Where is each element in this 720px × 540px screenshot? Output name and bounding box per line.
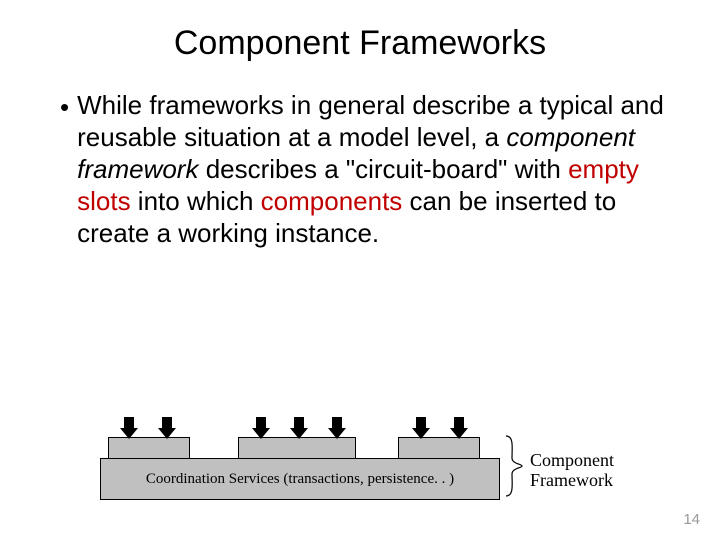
cf-label-line2: Framework [530,470,613,490]
socket-2 [238,437,356,459]
circuit-board-diagram: Coordination Services (transactions, per… [100,390,660,500]
slide-title: Component Frameworks [40,24,680,63]
down-arrow-icon-3 [252,417,270,439]
down-arrow-icon-2 [158,417,176,439]
base-bar: Coordination Services (transactions, per… [100,458,500,500]
cf-label-line1: Component [530,450,614,470]
down-arrow-icon-1 [120,417,138,439]
down-arrow-icon-7 [450,417,468,439]
slide: Component Frameworks • While frameworks … [0,0,720,540]
bullet-seg6-red: components [261,186,403,216]
bullet-item: • While frameworks in general describe a… [60,89,680,249]
page-number: 14 [683,511,700,528]
down-arrow-icon-6 [412,417,430,439]
base-bar-label: Coordination Services (transactions, per… [146,471,454,488]
bullet-seg3: describes a "circuit-board" with [198,154,568,184]
component-framework-label: Component Framework [530,450,614,490]
socket-3 [398,437,480,459]
socket-1 [108,437,190,459]
down-arrow-icon-5 [328,417,346,439]
bullet-seg5: into which [131,186,261,216]
body-text-wrap: • While frameworks in general describe a… [40,89,680,249]
bullet-text: While frameworks in general describe a t… [77,89,680,249]
down-arrow-icon-4 [290,417,308,439]
bullet-marker-icon: • [60,89,69,123]
curly-brace-icon [504,434,524,498]
